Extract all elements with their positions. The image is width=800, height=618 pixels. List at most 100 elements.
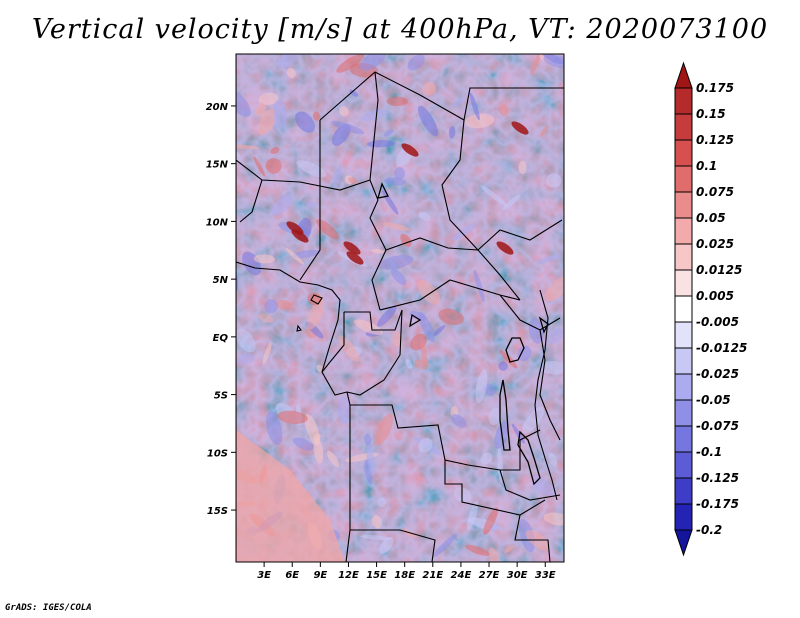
island-sao-tome bbox=[296, 324, 302, 332]
island-bioko bbox=[310, 294, 323, 305]
field-patch bbox=[498, 104, 509, 116]
field-patch bbox=[292, 249, 321, 259]
lat-tick-label: 10S bbox=[207, 448, 228, 459]
field-patch-strong bbox=[346, 251, 364, 265]
lat-tick-label: 5S bbox=[214, 391, 228, 402]
field-patch bbox=[348, 177, 360, 186]
field-patch bbox=[264, 299, 278, 314]
colorbar-swatch bbox=[674, 139, 693, 167]
colorbar-bottom-arrow bbox=[674, 529, 693, 557]
lon-tick-label: 12E bbox=[338, 570, 359, 581]
field-patch bbox=[420, 341, 428, 367]
colorbar-swatch bbox=[674, 373, 693, 401]
field-patch bbox=[258, 313, 274, 323]
lat-tick-label: EQ bbox=[213, 333, 229, 344]
lon-tick-label: 21E bbox=[422, 570, 443, 581]
field-patch bbox=[390, 268, 407, 286]
colorbar-label: -0.05 bbox=[696, 393, 731, 407]
field-patch bbox=[360, 535, 392, 541]
field-patch bbox=[548, 452, 558, 467]
colorbar-swatch bbox=[674, 503, 693, 531]
colorbar-label: -0.005 bbox=[696, 315, 739, 329]
lat-tick-label: 10N bbox=[206, 217, 229, 228]
field-patch bbox=[265, 158, 282, 174]
colorbar-label: 0.005 bbox=[696, 289, 734, 303]
boundary-drc-north bbox=[499, 294, 561, 331]
field-patch bbox=[316, 219, 339, 240]
field-patch bbox=[475, 369, 488, 404]
colorbar-label: 0.125 bbox=[696, 133, 734, 147]
field-patch bbox=[361, 108, 388, 122]
colorbar-swatch bbox=[674, 295, 693, 323]
field-patch bbox=[275, 299, 292, 311]
field-patch bbox=[438, 308, 464, 325]
colorbar-swatch bbox=[674, 321, 693, 349]
field-patch bbox=[480, 185, 508, 207]
field-patch bbox=[473, 269, 485, 302]
lat-tick-label: 15N bbox=[206, 160, 229, 171]
field-patch bbox=[258, 92, 279, 105]
field-patch bbox=[469, 92, 480, 121]
field-patch bbox=[418, 437, 433, 453]
field-patch bbox=[522, 406, 545, 434]
field-patch bbox=[483, 507, 499, 536]
lon-tick-label: 6E bbox=[285, 570, 299, 581]
field-patch bbox=[236, 430, 345, 562]
coastline-east bbox=[534, 289, 558, 501]
field-patch bbox=[448, 125, 456, 139]
field-patch-strong bbox=[401, 143, 419, 157]
colorbar-swatch bbox=[674, 425, 693, 453]
lon-tick-label: 9E bbox=[313, 570, 327, 581]
field-patch bbox=[498, 361, 508, 371]
field-patch bbox=[383, 177, 407, 186]
field-patch bbox=[422, 81, 436, 96]
field-blobs bbox=[236, 54, 564, 562]
field-patch bbox=[354, 319, 383, 336]
field-patch bbox=[374, 413, 394, 445]
lake-turkana bbox=[538, 316, 549, 334]
boundary-north bbox=[319, 71, 564, 121]
boundary-benin bbox=[239, 179, 263, 223]
field-patch bbox=[236, 151, 241, 164]
field-patch bbox=[452, 223, 477, 241]
colorbar-swatch bbox=[674, 243, 693, 271]
colorbar-label: -0.025 bbox=[696, 367, 739, 381]
colorbar-label: -0.125 bbox=[696, 471, 739, 485]
field-patch bbox=[371, 515, 383, 529]
map-frame bbox=[235, 53, 565, 563]
field-patch bbox=[383, 129, 394, 137]
lon-tick-label: 30E bbox=[507, 570, 528, 581]
field-patch bbox=[432, 533, 458, 558]
velocity-field bbox=[236, 54, 564, 562]
field-patch bbox=[270, 146, 280, 155]
field-patch bbox=[405, 359, 413, 369]
boundary-zambia-drc bbox=[499, 469, 561, 501]
field-patch bbox=[417, 280, 441, 305]
boundary-niger-chad bbox=[369, 71, 379, 181]
field-patch bbox=[295, 111, 315, 133]
colorbar-label: 0.05 bbox=[696, 211, 726, 225]
field-patch bbox=[451, 414, 467, 428]
field-patch bbox=[453, 487, 472, 503]
lake-victoria bbox=[505, 337, 525, 363]
field-patch bbox=[545, 173, 562, 188]
lat-tick-label: 20N bbox=[206, 102, 229, 113]
field-patch bbox=[465, 544, 490, 556]
field-patch bbox=[530, 54, 542, 76]
field-patch bbox=[273, 99, 287, 130]
lat-tick-label: 5N bbox=[213, 275, 229, 286]
colorbar-label: 0.075 bbox=[696, 185, 734, 199]
field-patch bbox=[364, 433, 372, 446]
lon-tick-label: 27E bbox=[479, 570, 500, 581]
colorbar-label: -0.2 bbox=[696, 523, 722, 537]
colorbar-swatch bbox=[674, 399, 693, 427]
lon-tick-label: 33E bbox=[535, 570, 556, 581]
field-patch bbox=[296, 160, 327, 178]
field-patch-strong bbox=[496, 241, 514, 255]
field-patch bbox=[379, 255, 414, 270]
field-patch bbox=[236, 328, 256, 353]
lon-tick-label: 24E bbox=[451, 570, 472, 581]
field-patch bbox=[313, 433, 321, 441]
